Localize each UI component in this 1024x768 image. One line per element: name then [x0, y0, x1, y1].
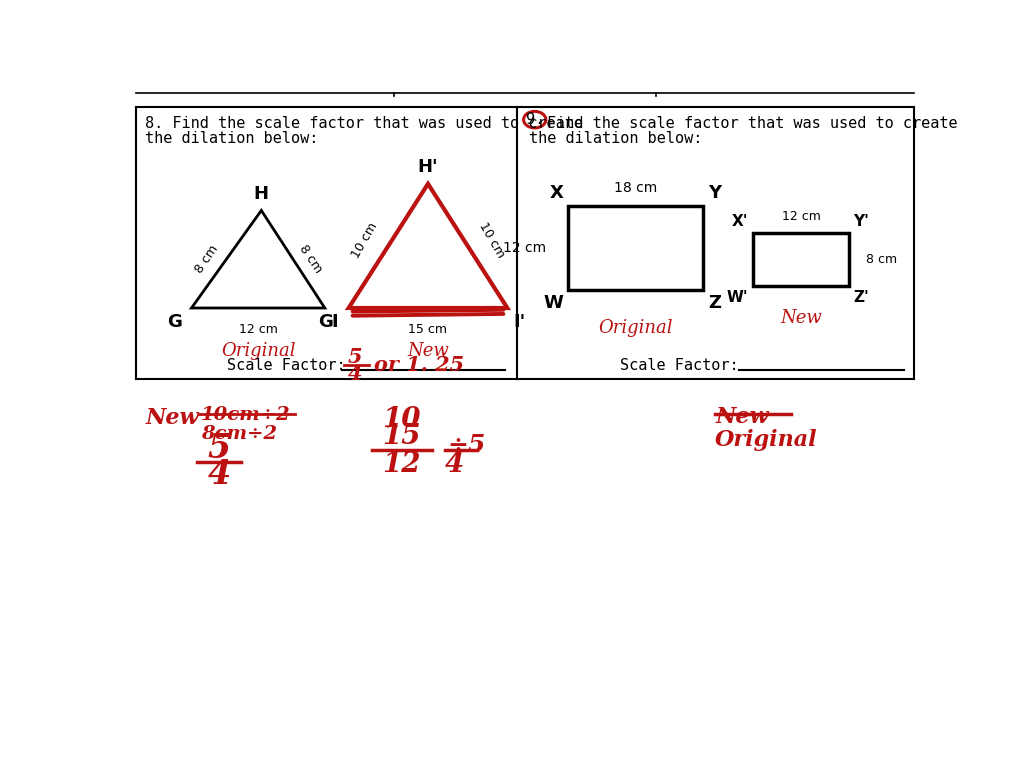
Text: X': X'	[732, 214, 749, 230]
Text: 9.: 9.	[525, 112, 544, 127]
Text: 10 cm: 10 cm	[476, 220, 507, 260]
Text: Original: Original	[599, 319, 673, 336]
Text: 12 cm: 12 cm	[781, 210, 820, 223]
Text: H': H'	[418, 158, 438, 176]
Text: Y': Y'	[853, 214, 869, 230]
Text: New: New	[145, 407, 199, 429]
Text: 8cm÷2: 8cm÷2	[201, 425, 278, 442]
Text: or 1. 25: or 1. 25	[374, 356, 464, 376]
Text: Z: Z	[709, 294, 721, 312]
Text: 8 cm: 8 cm	[866, 253, 897, 266]
Text: 15: 15	[383, 423, 421, 450]
Text: 5: 5	[348, 347, 362, 367]
Text: 12 cm: 12 cm	[239, 323, 278, 336]
Text: H: H	[254, 185, 269, 203]
Text: 15 cm: 15 cm	[409, 323, 447, 336]
Text: X: X	[550, 184, 563, 202]
Text: G: G	[167, 313, 182, 331]
Text: New: New	[715, 406, 769, 428]
Text: Find the scale factor that was used to create: Find the scale factor that was used to c…	[547, 116, 957, 131]
Text: 12: 12	[383, 451, 421, 478]
Text: 4: 4	[444, 451, 464, 478]
Text: 12 cm: 12 cm	[503, 241, 546, 255]
Text: 8. Find the scale factor that was used to create: 8. Find the scale factor that was used t…	[145, 116, 584, 131]
Text: the dilation below:: the dilation below:	[528, 131, 702, 146]
Text: Scale Factor:: Scale Factor:	[227, 358, 355, 373]
Text: 4: 4	[208, 458, 230, 492]
Text: Original: Original	[221, 343, 295, 360]
Text: Y: Y	[709, 184, 721, 202]
Text: 8 cm: 8 cm	[296, 243, 325, 276]
Text: Original: Original	[715, 429, 818, 452]
Text: 4: 4	[348, 363, 362, 384]
Text: I': I'	[514, 313, 526, 331]
Text: 18 cm: 18 cm	[614, 181, 657, 195]
Text: 8 cm: 8 cm	[193, 243, 220, 276]
Text: Scale Factor:: Scale Factor:	[620, 358, 748, 373]
Text: ÷5: ÷5	[447, 433, 486, 457]
Text: 5: 5	[208, 432, 230, 465]
Text: 10: 10	[383, 406, 421, 432]
Text: I: I	[331, 313, 338, 331]
Text: New: New	[408, 343, 449, 360]
Text: W: W	[544, 294, 563, 312]
Text: 10 cm: 10 cm	[349, 220, 380, 260]
Text: G': G'	[318, 313, 339, 331]
Text: 10cm÷2: 10cm÷2	[201, 406, 291, 424]
Text: New: New	[780, 309, 822, 326]
Text: W': W'	[727, 290, 749, 305]
Text: Z': Z'	[853, 290, 869, 305]
Text: the dilation below:: the dilation below:	[145, 131, 318, 146]
